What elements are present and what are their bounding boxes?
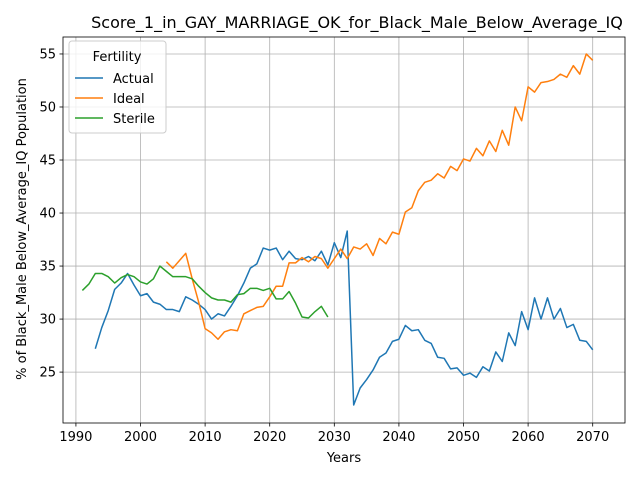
x-tick-label: 2020 <box>253 430 286 445</box>
legend: Fertility Actual Ideal Sterile <box>69 41 166 133</box>
legend-label-sterile: Sterile <box>113 112 155 127</box>
y-tick-label: 40 <box>39 207 56 222</box>
y-tick-label: 25 <box>39 366 56 381</box>
x-tick-label: 2010 <box>189 430 222 445</box>
y-tick-label: 30 <box>39 313 56 328</box>
chart-title: Score_1_in_GAY_MARRIAGE_OK_for_Black_Mal… <box>91 13 623 33</box>
x-axis-label: Years <box>326 451 362 466</box>
legend-title: Fertility <box>93 50 142 65</box>
y-tick-label: 50 <box>39 100 56 115</box>
legend-label-ideal: Ideal <box>113 92 145 107</box>
x-tick-label: 2060 <box>512 430 545 445</box>
x-tick-label: 2050 <box>447 430 480 445</box>
x-tick-label: 2040 <box>382 430 415 445</box>
x-tick-label: 1990 <box>59 430 92 445</box>
y-tick-label: 45 <box>39 154 56 169</box>
y-tick-label: 55 <box>39 47 56 62</box>
x-tick-label: 2000 <box>124 430 157 445</box>
legend-label-actual: Actual <box>113 72 154 87</box>
y-axis-label: % of Black_Male Below_Average_IQ Populat… <box>15 78 30 380</box>
x-tick-label: 2070 <box>576 430 609 445</box>
x-tick-label: 2030 <box>318 430 351 445</box>
y-tick-label: 35 <box>39 260 56 275</box>
